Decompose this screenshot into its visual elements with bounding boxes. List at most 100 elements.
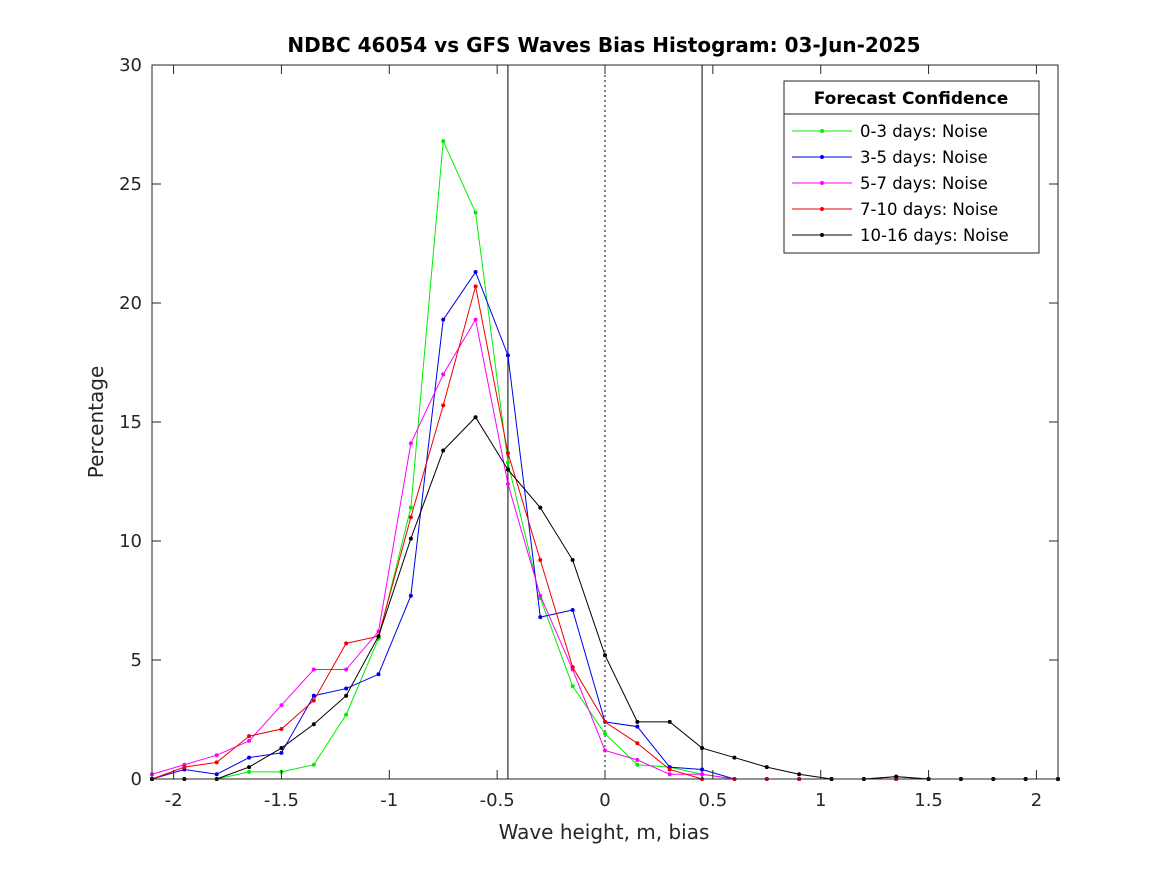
data-point bbox=[247, 765, 252, 770]
data-point bbox=[700, 772, 705, 777]
data-point bbox=[279, 750, 284, 755]
data-point bbox=[603, 653, 607, 658]
x-tick-label: -1.5 bbox=[264, 790, 299, 811]
data-point bbox=[279, 703, 284, 708]
x-tick-label: 1 bbox=[815, 790, 826, 811]
legend-label: 7-10 days: Noise bbox=[860, 200, 998, 219]
data-point bbox=[473, 284, 478, 289]
data-point bbox=[538, 558, 543, 563]
series-5 bbox=[150, 415, 1060, 781]
x-tick-label: 0 bbox=[599, 790, 610, 811]
data-point bbox=[473, 270, 478, 275]
legend-entry: 0-3 days: Noise bbox=[792, 122, 988, 141]
x-axis-label: Wave height, m, bias bbox=[499, 820, 710, 844]
x-axis-ticks: -2 -1.5 -1 -0.5 0 0.5 1 1.5 2 bbox=[165, 65, 1042, 811]
legend: Forecast Confidence 0-3 days: Noise 3-5 d… bbox=[783, 80, 1040, 254]
data-point bbox=[311, 693, 316, 698]
y-tick-label: 15 bbox=[119, 412, 142, 433]
data-point bbox=[894, 774, 899, 779]
data-point bbox=[214, 760, 219, 765]
data-point bbox=[603, 731, 607, 736]
data-point bbox=[473, 210, 478, 215]
legend-swatch-marker bbox=[820, 181, 824, 185]
y-tick-label: 5 bbox=[131, 650, 142, 671]
legend-swatch-marker bbox=[820, 155, 824, 159]
data-point bbox=[376, 634, 381, 639]
data-point bbox=[667, 767, 672, 772]
x-tick-label: -2 bbox=[165, 790, 183, 811]
x-tick-label: 1.5 bbox=[914, 790, 943, 811]
data-point bbox=[279, 746, 284, 751]
data-point bbox=[311, 762, 316, 767]
data-point bbox=[473, 415, 478, 420]
reference-lines bbox=[507, 65, 703, 779]
y-axis-ticks: 0 5 10 15 20 25 30 bbox=[119, 55, 1058, 790]
data-point bbox=[505, 481, 510, 486]
data-point bbox=[344, 686, 349, 691]
data-point bbox=[376, 672, 381, 677]
data-point bbox=[441, 139, 446, 144]
legend-entry: 10-16 days: Noise bbox=[792, 226, 1009, 245]
data-point bbox=[182, 765, 187, 770]
legend-title: Forecast Confidence bbox=[814, 89, 1009, 109]
data-point bbox=[441, 372, 446, 377]
data-point bbox=[635, 724, 640, 729]
data-point bbox=[408, 593, 413, 598]
x-tick-label: -1 bbox=[380, 790, 398, 811]
data-point bbox=[408, 505, 413, 510]
data-point bbox=[408, 515, 413, 520]
data-point bbox=[441, 448, 446, 453]
data-point bbox=[538, 505, 543, 510]
data-point bbox=[570, 665, 575, 670]
data-point bbox=[311, 698, 316, 703]
data-point bbox=[732, 755, 737, 760]
data-point bbox=[505, 460, 510, 465]
data-point bbox=[214, 753, 219, 758]
y-tick-label: 0 bbox=[131, 769, 142, 790]
data-point bbox=[603, 719, 607, 724]
data-point bbox=[311, 722, 316, 727]
y-axis-label: Percentage bbox=[84, 366, 108, 479]
x-tick-label: -0.5 bbox=[480, 790, 515, 811]
data-point bbox=[408, 441, 413, 446]
legend-entry: 3-5 days: Noise bbox=[792, 148, 988, 167]
data-point bbox=[635, 741, 640, 746]
data-point bbox=[279, 727, 284, 732]
legend-box bbox=[783, 80, 1040, 254]
legend-label: 10-16 days: Noise bbox=[860, 226, 1009, 245]
x-tick-label: 0.5 bbox=[699, 790, 728, 811]
data-point bbox=[570, 684, 575, 689]
data-point bbox=[247, 734, 252, 739]
y-tick-label: 30 bbox=[119, 55, 142, 76]
y-tick-label: 10 bbox=[119, 531, 142, 552]
legend-entry: 7-10 days: Noise bbox=[792, 200, 998, 219]
data-point bbox=[441, 317, 446, 322]
legend-label: 5-7 days: Noise bbox=[860, 174, 988, 193]
data-point bbox=[247, 738, 252, 743]
legend-swatch-marker bbox=[820, 207, 824, 211]
data-point bbox=[570, 558, 575, 563]
legend-swatch-marker bbox=[820, 129, 824, 133]
data-point bbox=[603, 748, 607, 753]
legend-label: 0-3 days: Noise bbox=[860, 122, 988, 141]
data-point bbox=[344, 712, 349, 717]
data-point bbox=[441, 403, 446, 408]
data-point bbox=[505, 450, 510, 455]
data-point bbox=[667, 719, 672, 724]
data-point bbox=[700, 746, 705, 751]
data-point bbox=[344, 693, 349, 698]
data-point bbox=[538, 615, 543, 620]
y-tick-label: 20 bbox=[119, 293, 142, 314]
chart-title: NDBC 46054 vs GFS Waves Bias Histogram: … bbox=[287, 33, 920, 57]
data-point bbox=[505, 467, 510, 472]
y-tick-label: 25 bbox=[119, 174, 142, 195]
data-point bbox=[408, 536, 413, 541]
data-point bbox=[635, 757, 640, 762]
data-point bbox=[505, 353, 510, 358]
legend-label: 3-5 days: Noise bbox=[860, 148, 988, 167]
data-point bbox=[344, 641, 349, 646]
data-point bbox=[635, 762, 640, 767]
data-point bbox=[247, 769, 252, 774]
x-tick-label: 2 bbox=[1031, 790, 1042, 811]
